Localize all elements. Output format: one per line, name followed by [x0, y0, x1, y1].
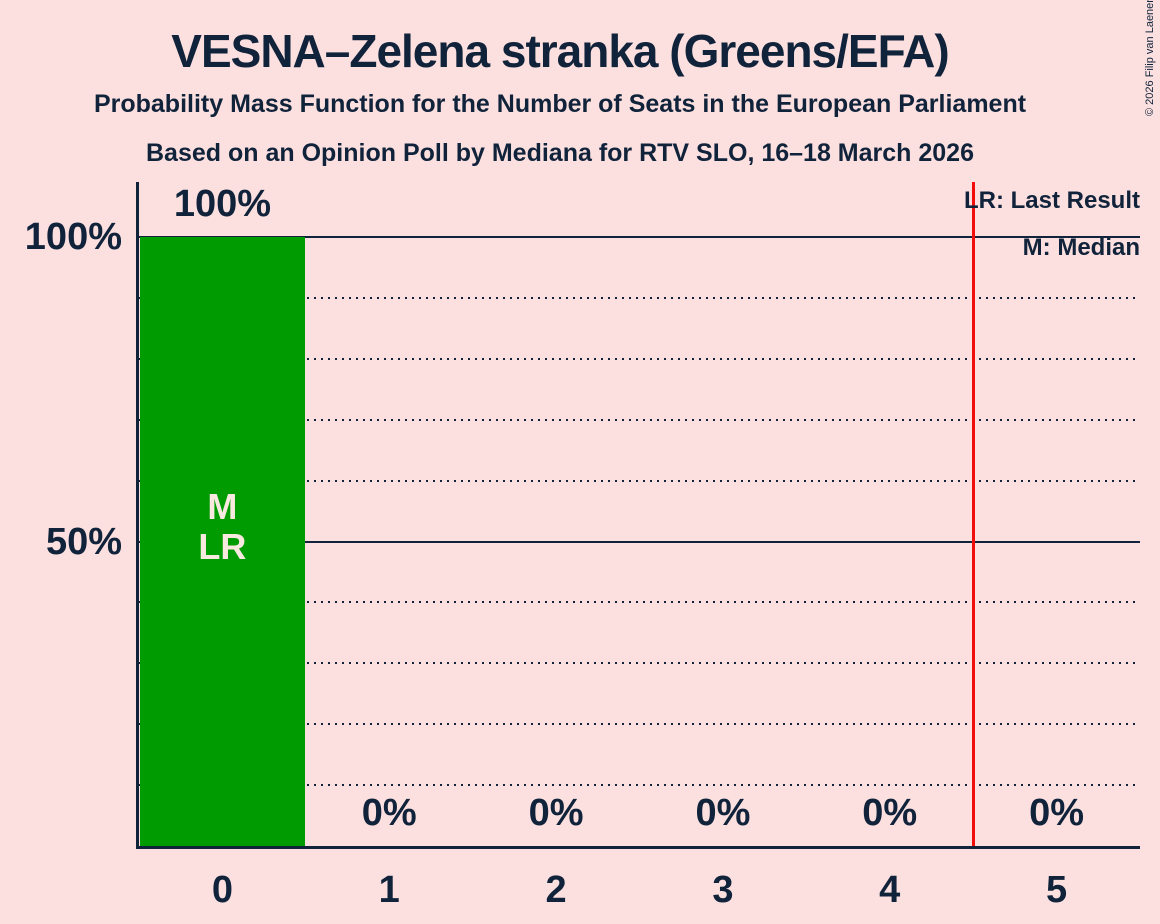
- y-axis-line: [136, 182, 139, 849]
- x-tick-4: 4: [879, 869, 901, 911]
- subtitle-poll-source: Based on an Opinion Poll by Mediana for …: [146, 139, 974, 167]
- gridline-100pct: [139, 236, 1140, 238]
- page-title: VESNA–Zelena stranka (Greens/EFA): [171, 25, 949, 77]
- x-tick-0: 0: [211, 869, 233, 911]
- gridline-90pct: [139, 296, 1140, 299]
- value-label-5: 0%: [1029, 792, 1085, 834]
- x-tick-5: 5: [1046, 869, 1068, 911]
- value-label-4: 0%: [862, 792, 918, 834]
- gridline-60pct: [139, 479, 1140, 482]
- chart-legend: LR: Last Result M: Median: [964, 186, 1140, 280]
- x-tick-1: 1: [378, 869, 400, 911]
- value-label-3: 0%: [695, 792, 751, 834]
- gridline-20pct: [139, 723, 1140, 726]
- y-axis-label-100: 100%: [24, 216, 122, 258]
- value-label-0: 100%: [173, 183, 272, 225]
- median-marker-label: M: [207, 486, 238, 527]
- y-axis-label-50: 50%: [45, 520, 122, 563]
- gridline-30pct: [139, 662, 1140, 665]
- subtitle-pmf: Probability Mass Function for the Number…: [93, 90, 1027, 118]
- x-tick-2: 2: [545, 869, 567, 911]
- value-label-1: 0%: [361, 792, 417, 834]
- bar-median-lastresult-label: M LR: [139, 487, 306, 567]
- gridline-40pct: [139, 601, 1140, 604]
- bar-seats-0: [140, 237, 305, 846]
- x-axis-line: [136, 846, 1140, 849]
- legend-last-result: LR: Last Result: [963, 187, 1140, 214]
- legend-median: M: Median: [1022, 234, 1140, 261]
- last-result-line: [971, 182, 975, 846]
- gridline-50pct: [139, 540, 1140, 543]
- gridline-10pct: [139, 784, 1140, 787]
- last-result-marker-label: LR: [198, 526, 247, 567]
- gridline-80pct: [139, 357, 1140, 360]
- x-tick-3: 3: [712, 869, 734, 911]
- value-label-2: 0%: [528, 792, 584, 834]
- gridline-70pct: [139, 418, 1140, 421]
